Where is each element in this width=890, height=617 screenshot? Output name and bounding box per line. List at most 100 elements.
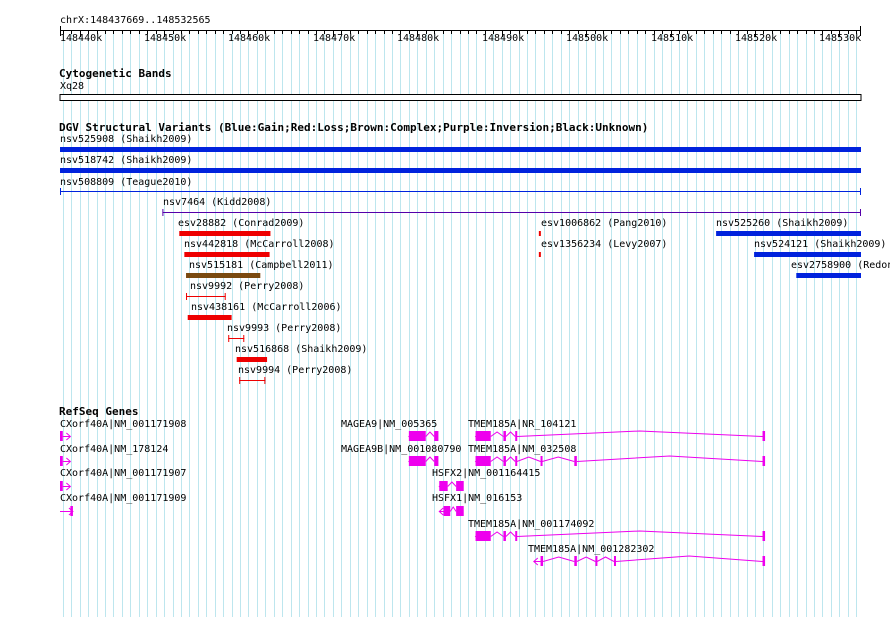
gene-exon	[595, 556, 598, 566]
gene-intron-chevron	[447, 481, 457, 487]
gene-exon	[60, 431, 63, 441]
ruler-tick-label: 148530k	[819, 33, 862, 44]
dgv-feature-label: nsv524121 (Shaikh2009)	[754, 239, 887, 250]
gene-intron-chevron	[449, 506, 457, 512]
gene-label: MAGEA9B|NM_001080790	[341, 444, 462, 455]
cytoband-label: Xq28	[60, 81, 85, 92]
gene-exon	[762, 431, 766, 441]
dgv-feature-label: nsv9993 (Perry2008)	[227, 323, 342, 334]
dgv-feature-label: nsv516868 (Shaikh2009)	[235, 344, 368, 355]
dgv-feature-bar	[184, 252, 270, 257]
dgv-feature-bar	[60, 147, 861, 152]
dgv-feature-label: esv2758900 (Redon	[791, 260, 890, 271]
gene-exon	[515, 531, 518, 541]
gene-exon	[408, 431, 426, 441]
gene-exon	[515, 431, 518, 441]
gene-intron-chevron	[505, 431, 516, 437]
gene-label: HSFX1|NM_016153	[432, 493, 523, 504]
refseq-track-title: RefSeq Genes	[59, 405, 139, 418]
strand-arrow-minus-icon	[474, 457, 480, 466]
gene-label: CXorf40A|NM_178124	[60, 444, 169, 455]
ruler-tick-label: 148460k	[228, 33, 271, 44]
region-label: chrX:148437669..148532565	[60, 15, 211, 26]
dgv-feature-bar	[186, 273, 261, 278]
dgv-feature-label: nsv438161 (McCarroll2006)	[191, 302, 342, 313]
strand-arrow-minus-icon	[408, 457, 414, 466]
gene-exon	[439, 481, 448, 491]
cytoband-xq28	[59, 94, 862, 101]
dgv-feature-bar	[538, 252, 541, 257]
dgv-feature-label: nsv525908 (Shaikh2009)	[60, 134, 193, 145]
gene-intron-chevron	[576, 455, 763, 462]
dgv-feature-bar	[754, 252, 861, 257]
ruler-tick-label: 148480k	[397, 33, 440, 44]
dgv-feature-bar	[236, 357, 268, 362]
strand-arrow-minus-icon	[533, 557, 539, 566]
dgv-feature-label: nsv9992 (Perry2008)	[190, 281, 305, 292]
gene-exon	[503, 456, 506, 466]
gene-exon	[515, 456, 518, 466]
dgv-feature-label: esv1006862 (Pang2010)	[541, 218, 668, 229]
ruler-tick-label: 148510k	[651, 33, 694, 44]
gene-intron-chevron	[516, 456, 541, 462]
gene-label: TMEM185A|NM_001174092	[468, 519, 595, 530]
dgv-feature-label: esv28882 (Conrad2009)	[178, 218, 305, 229]
gene-label: CXorf40A|NM_001171908	[60, 419, 187, 430]
dgv-feature-label: nsv525260 (Shaikh2009)	[716, 218, 849, 229]
dgv-feature-label: nsv518742 (Shaikh2009)	[60, 155, 193, 166]
dgv-feature-bar	[179, 231, 271, 236]
dgv-feature-bar	[60, 168, 861, 173]
gene-intron-chevron	[490, 431, 504, 437]
gene-exon	[408, 456, 426, 466]
dgv-feature-bar	[796, 273, 861, 278]
gene-exon	[540, 456, 543, 466]
dgv-feature-label: nsv9994 (Perry2008)	[238, 365, 353, 376]
gene-label: CXorf40A|NM_001171907	[60, 468, 187, 479]
gene-exon	[434, 431, 439, 441]
gene-label: CXorf40A|NM_001171909	[60, 493, 187, 504]
gene-intron-chevron	[425, 456, 435, 462]
gene-exon	[475, 431, 491, 441]
gene-label: TMEM185A|NR_104121	[468, 419, 577, 430]
dgv-feature-bar	[538, 231, 541, 236]
ruler-tick-label: 148470k	[313, 33, 356, 44]
gene-intron-chevron	[490, 456, 504, 462]
strand-arrow-plus-icon	[66, 457, 72, 466]
dgv-feature-bar	[716, 231, 861, 236]
dgv-feature-label: nsv508809 (Teague2010)	[60, 177, 193, 188]
gene-exon	[456, 506, 464, 516]
gene-intron-chevron	[425, 431, 435, 437]
gene-exon	[475, 456, 491, 466]
dgv-track-title: DGV Structural Variants (Blue:Gain;Red:L…	[59, 121, 649, 134]
gene-exon	[503, 431, 506, 441]
gene-exon	[762, 456, 766, 466]
cytoband-track-title: Cytogenetic Bands	[59, 67, 172, 80]
ruler-tick-label: 148520k	[735, 33, 778, 44]
ruler-tick-label: 148440k	[60, 33, 103, 44]
gene-label: TMEM185A|NM_032508	[468, 444, 577, 455]
gene-exon	[475, 531, 491, 541]
strand-arrow-minus-icon	[474, 532, 480, 541]
gene-exon	[60, 481, 63, 491]
gene-exon	[456, 481, 464, 491]
dgv-feature-label: nsv7464 (Kidd2008)	[163, 197, 272, 208]
gene-exon	[762, 531, 766, 541]
gene-exon	[762, 556, 766, 566]
gene-intron-chevron	[615, 555, 763, 562]
gene-exon	[434, 456, 439, 466]
gene-intron-chevron	[542, 456, 575, 462]
strand-arrow-minus-icon	[438, 482, 444, 491]
strand-arrow-minus-icon	[408, 432, 414, 441]
strand-arrow-minus-icon	[438, 507, 444, 516]
gene-intron-chevron	[596, 556, 615, 562]
dgv-feature-label: nsv442818 (McCarroll2008)	[184, 239, 335, 250]
gene-intron-chevron	[576, 556, 596, 562]
gene-exon	[574, 556, 577, 566]
gene-label: TMEM185A|NM_001282302	[528, 544, 655, 555]
gene-label: HSFX2|NM_001164415	[432, 468, 541, 479]
strand-arrow-plus-icon	[68, 507, 74, 516]
ruler-tick-label: 148500k	[566, 33, 609, 44]
gene-intron-chevron	[542, 556, 575, 562]
strand-arrow-plus-icon	[66, 432, 72, 441]
